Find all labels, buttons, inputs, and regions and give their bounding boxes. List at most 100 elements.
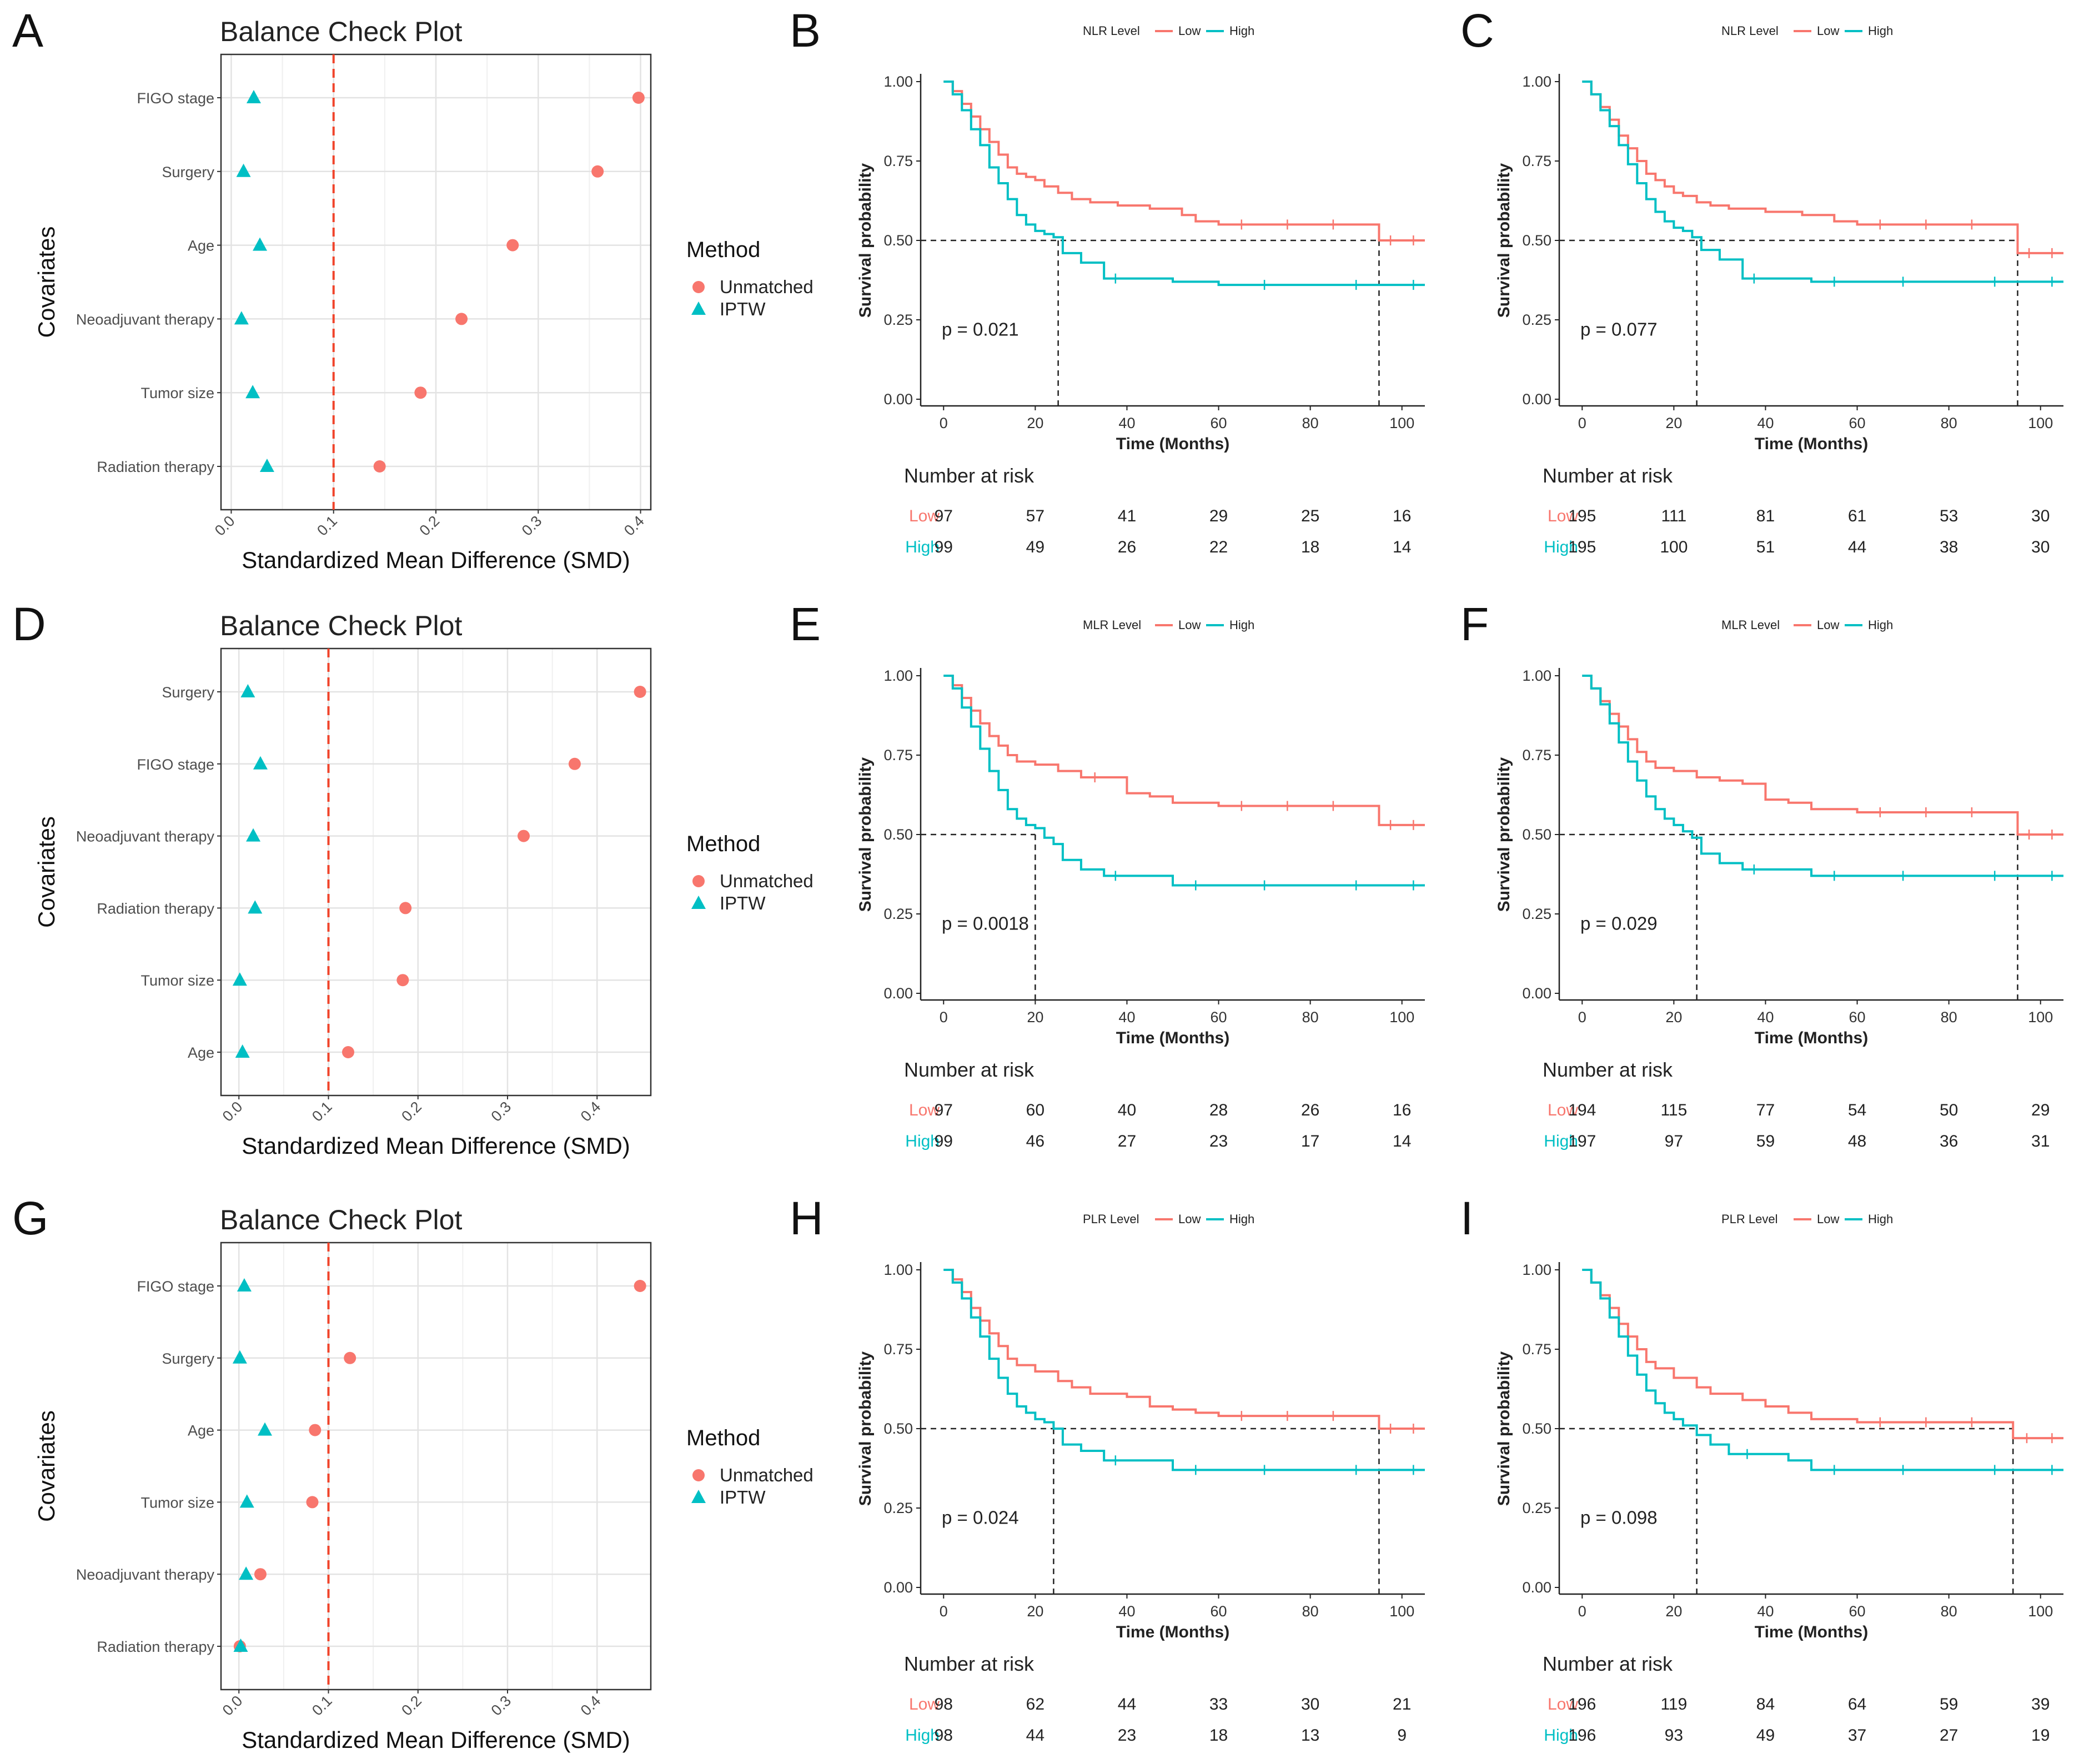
unmatched-point [344, 1351, 356, 1364]
p-value: p = 0.077 [1580, 319, 1658, 340]
legend-iptw-label: IPTW [720, 893, 766, 913]
x-tick-label: 60 [1849, 1603, 1866, 1620]
x-tick-label: 0.1 [309, 1692, 335, 1719]
y-axis-title: Survival probability [856, 1351, 875, 1506]
x-tick-label: 20 [1027, 1603, 1043, 1620]
risk-count: 21 [1393, 1695, 1411, 1713]
x-tick-label: 40 [1118, 1603, 1135, 1620]
x-axis-title: Standardized Mean Difference (SMD) [242, 547, 630, 573]
risk-count: 119 [1660, 1695, 1687, 1713]
x-tick-label: 40 [1757, 415, 1774, 431]
low-survival-curve [1582, 81, 2063, 254]
risk-strata-label: High [1544, 1132, 1578, 1150]
covariate-label: Surgery [162, 164, 214, 180]
unmatched-point [506, 239, 519, 252]
covariate-label: Neoadjuvant therapy [76, 1566, 215, 1583]
y-axis-title: Covariates [33, 1410, 59, 1522]
y-tick-label: 0.50 [1522, 232, 1551, 249]
y-tick-label: 0.00 [883, 985, 913, 1002]
risk-count: 111 [1661, 507, 1687, 525]
y-tick-label: 0.50 [883, 826, 913, 843]
y-tick-label: 1.00 [883, 1262, 913, 1278]
unmatched-point [591, 165, 604, 178]
covariate-label: Radiation therapy [97, 459, 214, 475]
risk-count: 30 [1301, 1695, 1319, 1713]
risk-strata-label: Low [909, 1695, 940, 1713]
risk-count: 26 [1301, 1101, 1319, 1119]
y-axis-title: Survival probability [856, 757, 875, 912]
risk-table-title: Number at risk [1543, 1652, 1673, 1675]
iptw-point [236, 163, 251, 177]
covariate-label: Neoadjuvant therapy [76, 828, 215, 845]
risk-strata-label: High [1544, 538, 1578, 556]
risk-count: 50 [1940, 1101, 1958, 1119]
covariate-label: FIGO stage [137, 90, 214, 107]
risk-strata-label: High [905, 538, 940, 556]
x-tick-label: 100 [2028, 415, 2053, 431]
x-tick-label: 80 [1941, 1603, 1957, 1620]
high-survival-curve [943, 675, 1425, 887]
risk-count: 195 [1568, 538, 1596, 556]
x-tick-label: 100 [2028, 1009, 2053, 1026]
risk-count: 44 [1848, 538, 1866, 556]
y-tick-label: 0.75 [883, 153, 913, 169]
y-tick-label: 1.00 [1522, 73, 1551, 90]
low-survival-curve [943, 1269, 1425, 1430]
risk-count: 25 [1301, 507, 1319, 525]
unmatched-point [414, 386, 427, 399]
x-axis-title: Time (Months) [1116, 1029, 1229, 1047]
y-tick-label: 1.00 [1522, 667, 1551, 684]
km-legend-low: Low [1817, 618, 1839, 632]
x-tick-label: 0.4 [621, 512, 647, 539]
risk-count: 30 [2031, 538, 2050, 556]
iptw-point [234, 311, 249, 325]
y-tick-label: 0.75 [1522, 1341, 1551, 1358]
panel-label-G: G [12, 1192, 48, 1244]
risk-count: 195 [1568, 507, 1596, 525]
unmatched-point [399, 902, 412, 914]
risk-count: 26 [1118, 538, 1136, 556]
x-tick-label: 60 [1211, 1009, 1227, 1026]
risk-count: 98 [935, 1695, 953, 1713]
km-legend-title: PLR Level [1721, 1212, 1778, 1226]
x-tick-label: 80 [1302, 1009, 1319, 1026]
low-survival-curve [943, 81, 1425, 242]
risk-table-title: Number at risk [1543, 464, 1673, 487]
legend-iptw-label: IPTW [720, 299, 766, 319]
y-tick-label: 0.75 [883, 1341, 913, 1358]
legend-unmatched-icon [692, 875, 705, 887]
risk-strata-label: High [905, 1132, 940, 1150]
risk-strata-label: Low [909, 1101, 940, 1119]
panel-label-C: C [1460, 4, 1494, 57]
iptw-point [248, 900, 263, 914]
risk-strata-label: Low [1548, 1101, 1578, 1119]
km-legend-high: High [1229, 24, 1254, 38]
y-axis-title: Survival probability [1495, 1351, 1513, 1506]
x-tick-label: 0.4 [578, 1098, 604, 1125]
x-tick-label: 20 [1665, 415, 1682, 431]
y-axis-title: Covariates [33, 816, 59, 928]
p-value: p = 0.029 [1580, 913, 1658, 934]
y-tick-label: 0.25 [883, 311, 913, 328]
legend-unmatched-label: Unmatched [720, 871, 813, 891]
km-legend-low: Low [1817, 24, 1839, 38]
y-tick-label: 0.00 [1522, 1579, 1551, 1596]
x-tick-label: 20 [1027, 1009, 1043, 1026]
risk-count: 31 [2031, 1132, 2050, 1150]
risk-count: 196 [1568, 1695, 1596, 1713]
p-value: p = 0.098 [1580, 1507, 1658, 1528]
unmatched-point [455, 313, 468, 325]
km-legend-high: High [1868, 1212, 1893, 1226]
risk-count: 36 [1940, 1132, 1958, 1150]
x-tick-label: 20 [1665, 1603, 1682, 1620]
x-tick-label: 60 [1849, 415, 1866, 431]
risk-count: 99 [935, 538, 953, 556]
x-tick-label: 40 [1757, 1009, 1774, 1026]
km-legend-title: MLR Level [1083, 618, 1141, 632]
y-tick-label: 0.50 [883, 1420, 913, 1437]
covariate-label: Tumor size [140, 972, 214, 989]
covariate-label: Age [188, 1423, 214, 1439]
y-axis-title: Survival probability [856, 163, 875, 318]
risk-count: 53 [1940, 507, 1958, 525]
